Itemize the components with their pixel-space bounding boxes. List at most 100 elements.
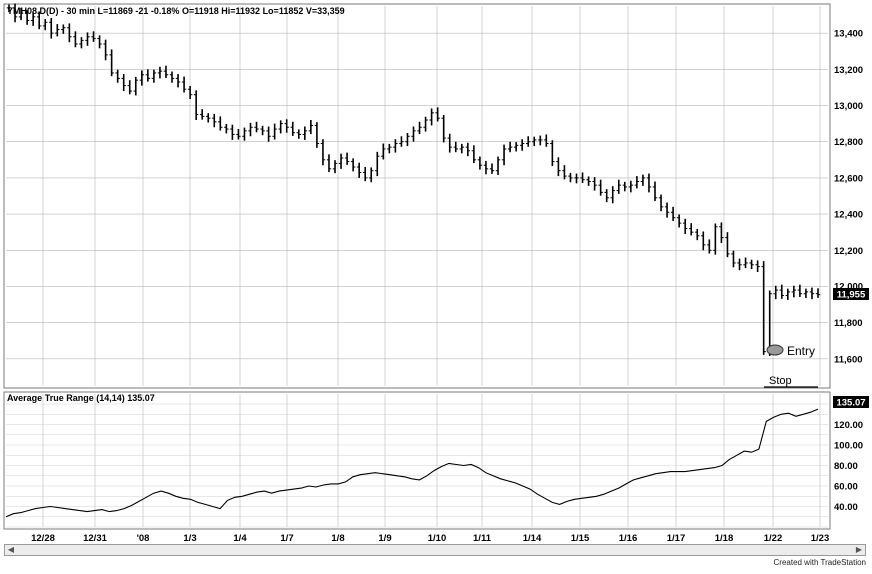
price-bar [483,160,489,175]
price-bar [175,74,181,88]
price-y-tick-label: 13,000 [834,101,863,112]
price-bar [133,76,138,96]
price-bar [230,124,235,140]
price-bar [260,125,265,136]
price-bar [79,37,84,49]
price-bar [495,156,501,176]
price-bar [30,12,36,26]
price-bar [296,129,301,139]
price-bar [387,143,392,154]
price-bar [682,218,688,234]
price-bar [507,141,513,153]
price-bar [689,223,694,236]
price-y-tick-label: 11,600 [834,354,863,365]
price-bar [199,109,205,120]
price-bar [417,121,422,135]
price-bar [538,135,543,146]
price-bar [435,107,440,122]
x-tick-label: 1/17 [667,533,686,544]
price-bar [670,206,676,221]
price-bar [157,66,163,79]
price-bar [586,176,591,186]
price-bar [187,85,193,100]
price-bar [139,70,145,86]
price-bar [574,173,579,184]
price-bar [115,69,120,83]
price-y-tick-label: 12,600 [834,173,863,184]
price-bar [363,167,368,182]
price-bar [598,179,603,196]
price-header: YMH08.D(D) - 30 min L=11869 -21 -0.18% O… [7,6,345,16]
price-bar [248,122,253,137]
price-bar [181,76,187,93]
price-bar [43,19,48,31]
atr-last-label: 135.07 [836,398,865,409]
price-bar [441,114,446,143]
price-bar [755,260,760,272]
entry-marker [766,344,784,356]
price-bar [18,7,24,21]
indicator-header: Average True Range (14,14) 135.07 [7,393,155,403]
price-bar [302,126,308,140]
price-bar [489,163,495,174]
price-bar [749,259,754,270]
price-bar [652,181,658,202]
horizontal-scrollbar[interactable]: ◀ ▶ [4,544,866,556]
price-last-label: 11,955 [837,290,866,301]
atr-line [5,408,819,518]
x-tick-label: 1/22 [764,533,783,544]
price-bar [151,69,157,83]
price-bar [73,31,78,48]
price-bar [664,202,670,218]
high-price: Hi=11932 [221,6,260,16]
price-y-tick-label: 12,400 [834,210,863,221]
price-bar [719,222,724,244]
price-bar [526,136,531,147]
price-bar [356,162,362,178]
price-bar [278,120,283,134]
x-tick-label: 1/14 [523,533,542,544]
atr-y-tick-label: 120.00 [834,420,863,431]
price-bar [773,285,778,300]
price-bar [254,121,259,133]
price-bar [634,176,640,189]
x-tick-label: 1/3 [183,533,196,544]
price-bar [369,167,374,183]
scroll-right-icon[interactable]: ▶ [855,545,863,554]
price-bar [707,239,712,254]
price-bar [12,3,18,23]
price-bar [350,158,356,172]
price-bar [761,261,766,355]
price-bar [562,165,567,180]
price-bar [206,113,211,123]
price-bar [405,133,410,147]
x-axis-labels: 12/28 12/31 '08 1/3 1/4 1/7 1/8 1/9 1/10 1/11 1/14… [31,533,829,544]
price-bar [519,139,525,151]
x-tick-label: 1/11 [473,533,492,544]
price-bar [556,157,561,177]
entry-label: Entry [787,344,815,358]
price-bar [568,172,573,183]
atr-series [5,408,819,518]
low-price: Lo=11852 [263,6,304,16]
price-bar [6,4,12,13]
price-bar [411,126,416,142]
price-bar [284,119,289,133]
price-bar [242,127,247,141]
price-bar [67,23,72,43]
price-bar [550,140,555,166]
price-bar [338,153,344,169]
price-bar [592,177,597,191]
price-bar [320,139,326,166]
price-bar [224,123,229,134]
price-bar [326,154,332,173]
price-bar [803,288,809,299]
price-bar [610,186,615,204]
price-bar [218,116,223,131]
price-bar [91,31,96,42]
atr-y-tick-label: 60.00 [834,482,858,493]
price-bar [501,144,507,166]
price-bar [49,17,54,39]
scroll-left-icon[interactable]: ◀ [7,545,15,554]
